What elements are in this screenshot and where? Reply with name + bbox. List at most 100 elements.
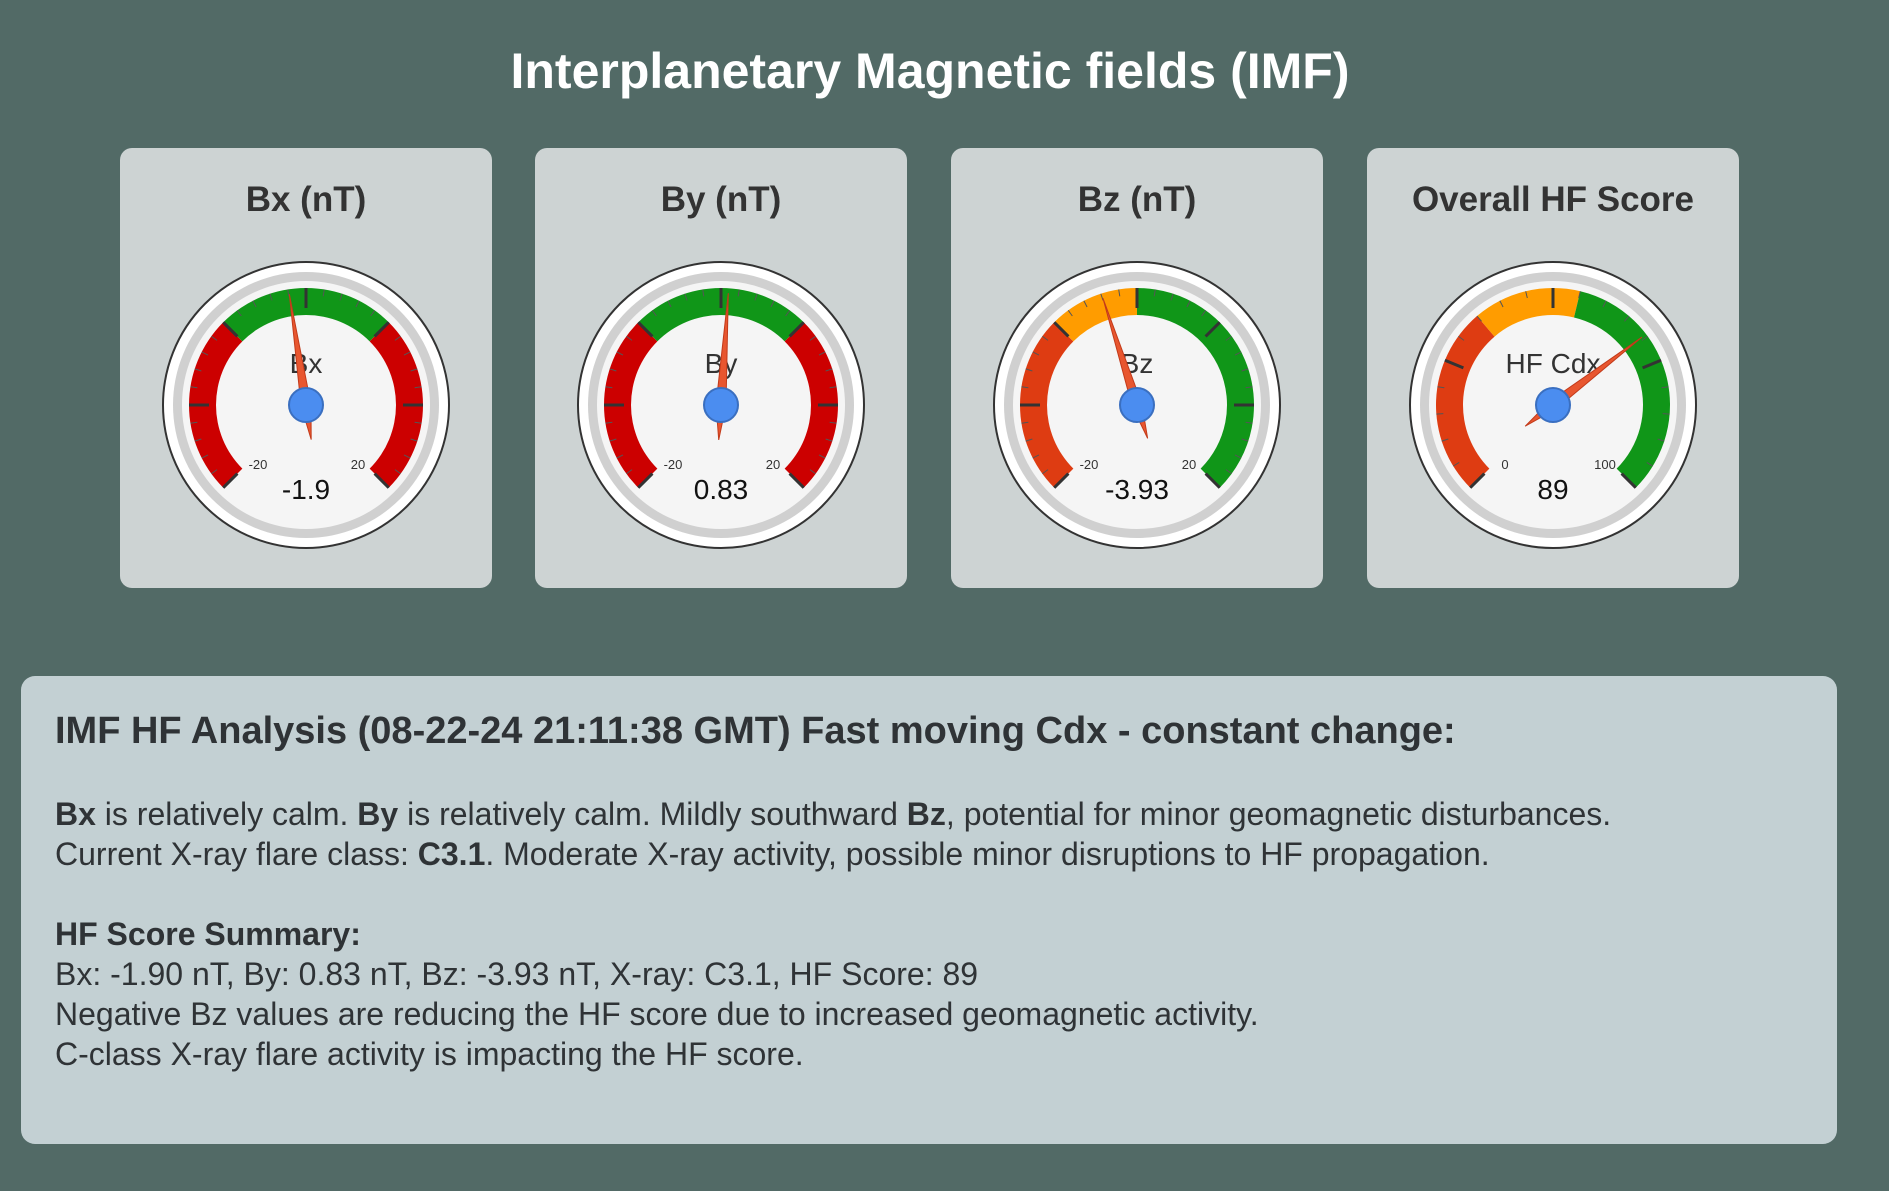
- gauge-minor-tick: [194, 368, 202, 372]
- gauge-max-label: 20: [351, 457, 365, 472]
- gauge-minor-tick: [785, 310, 791, 317]
- gauge-label: HF Cdx: [1506, 348, 1601, 379]
- imf-status-line: Bx is relatively calm. By is relatively …: [55, 794, 1815, 834]
- xray-status-line: Current X-ray flare class: C3.1. Moderat…: [55, 834, 1815, 874]
- gauge-minor-tick: [190, 386, 198, 389]
- gauge-band: [638, 288, 804, 342]
- gauge-major-tick: [1620, 472, 1637, 489]
- gauge-minor-tick: [1602, 300, 1607, 308]
- gauge-major-tick: [222, 321, 239, 338]
- gauge-minor-tick: [1234, 351, 1242, 356]
- gauge-svg: HF Cdx 0 100 89: [1409, 261, 1697, 549]
- gauge-major-tick: [373, 321, 390, 338]
- gauge-minor-tick: [1225, 469, 1232, 475]
- gauge-minor-tick: [818, 454, 826, 459]
- gauge-value: -1.9: [282, 474, 330, 505]
- gauge-minor-tick: [1021, 386, 1029, 389]
- gauge-max-label: 20: [766, 457, 780, 472]
- gauge-minor-tick: [1032, 454, 1040, 459]
- gauge-card-title: Bz (nT): [1077, 180, 1197, 219]
- gauge-label: Bx: [290, 348, 323, 379]
- gauge-minor-tick: [403, 454, 411, 459]
- gauge-svg: Bz-20 20-3.93: [993, 261, 1281, 549]
- gauge-minor-tick: [1578, 291, 1581, 299]
- gauge-minor-tick: [809, 469, 816, 475]
- gauge-min-label: 0: [1501, 457, 1508, 472]
- gauge-minor-tick: [609, 368, 617, 372]
- gauge-minor-tick: [626, 469, 633, 475]
- gauge-major-tick: [1204, 472, 1221, 489]
- gauge-svg: Bx -20 20 -1.9: [162, 261, 450, 549]
- gauge-minor-tick: [201, 351, 209, 356]
- gauge-minor-tick: [1186, 300, 1191, 308]
- page-title: Interplanetary Magnetic fields (IMF): [510, 43, 1350, 99]
- gauge-value: -3.93: [1105, 474, 1169, 505]
- gauge-major-tick: [1642, 358, 1662, 370]
- xray-flare-class: C3.1: [417, 836, 486, 872]
- by-label: By: [357, 796, 399, 832]
- gauge-min-label: -20: [664, 457, 683, 472]
- gauge-bz: Bz -20 20 -3.93: [992, 260, 1282, 550]
- gauge-band: [1054, 288, 1137, 342]
- gauge-minor-tick: [616, 454, 624, 459]
- gauge-min-label: -20: [1080, 457, 1099, 472]
- gauge-minor-tick: [1241, 438, 1249, 442]
- analysis-panel: IMF HF Analysis (08-22-24 21:11:38 GMT) …: [21, 676, 1837, 1144]
- gauge-minor-tick: [287, 289, 290, 297]
- gauge-minor-tick: [252, 300, 257, 308]
- gauge-minor-tick: [414, 421, 422, 424]
- gauge-minor-tick: [1042, 335, 1049, 341]
- gauge-minor-tick: [651, 310, 657, 317]
- gauge-minor-tick: [1021, 421, 1029, 424]
- gauge-major-tick: [1469, 472, 1486, 489]
- gauge-minor-tick: [269, 293, 273, 301]
- bz-label: Bz: [906, 796, 946, 832]
- gauge-minor-tick: [370, 310, 376, 317]
- gauge-minor-tick: [394, 335, 401, 341]
- gauge-minor-tick: [737, 289, 740, 297]
- gauge-minor-tick: [1201, 310, 1207, 317]
- gauge-minor-tick: [201, 454, 209, 459]
- gauge-minor-tick: [1476, 315, 1482, 322]
- gauge-minor-tick: [1452, 462, 1460, 467]
- gauge-minor-tick: [1458, 335, 1465, 341]
- gauge-minor-tick: [818, 351, 826, 356]
- gauge-minor-tick: [236, 310, 242, 317]
- gauge-minor-tick: [1624, 315, 1630, 322]
- gauge-card-bx: Bx (nT) Bx -20 20 -1.9: [120, 148, 492, 588]
- gauge-needle-hub: [703, 387, 739, 423]
- gauge-minor-tick: [403, 351, 411, 356]
- gauge-major-tick: [1053, 472, 1070, 489]
- gauge-minor-tick: [414, 386, 422, 389]
- gauge-minor-tick: [1436, 413, 1444, 415]
- gauge-minor-tick: [1499, 300, 1504, 308]
- gauge-minor-tick: [211, 469, 218, 475]
- gauge-bx: Bx -20 20 -1.9: [161, 260, 451, 550]
- gauge-card-title: Bx (nT): [245, 180, 367, 219]
- gauge-needle-hub: [288, 387, 324, 423]
- analysis-body: Bx is relatively calm. By is relatively …: [55, 794, 1815, 1074]
- gauge-minor-tick: [1100, 293, 1104, 301]
- gauge-band: [369, 322, 423, 488]
- analysis-heading: IMF HF Analysis (08-22-24 21:11:38 GMT) …: [55, 710, 1456, 752]
- gauge-minor-tick: [829, 421, 837, 424]
- gauge-minor-tick: [1657, 438, 1665, 442]
- gauge-card-bz: Bz (nT) Bz -20 20 -3.93: [951, 148, 1323, 588]
- gauge-minor-tick: [754, 293, 758, 301]
- gauge-band: [1574, 291, 1670, 488]
- gauge-minor-tick: [1234, 454, 1242, 459]
- bx-status: is relatively calm.: [95, 796, 358, 832]
- gauge-minor-tick: [1646, 462, 1654, 467]
- gauge-minor-tick: [684, 293, 688, 301]
- bz-status: , potential for minor geomagnetic distur…: [945, 796, 1612, 832]
- gauge-card-title: Overall HF Score: [1411, 180, 1695, 219]
- gauge-major-tick: [222, 472, 239, 489]
- gauge-minor-tick: [609, 438, 617, 442]
- gauge-minor-tick: [1525, 291, 1528, 299]
- gauge-band: [1137, 288, 1254, 488]
- gauge-needle-hub: [1119, 387, 1155, 423]
- gauge-major-tick: [1053, 321, 1070, 338]
- gauge-minor-tick: [702, 289, 705, 297]
